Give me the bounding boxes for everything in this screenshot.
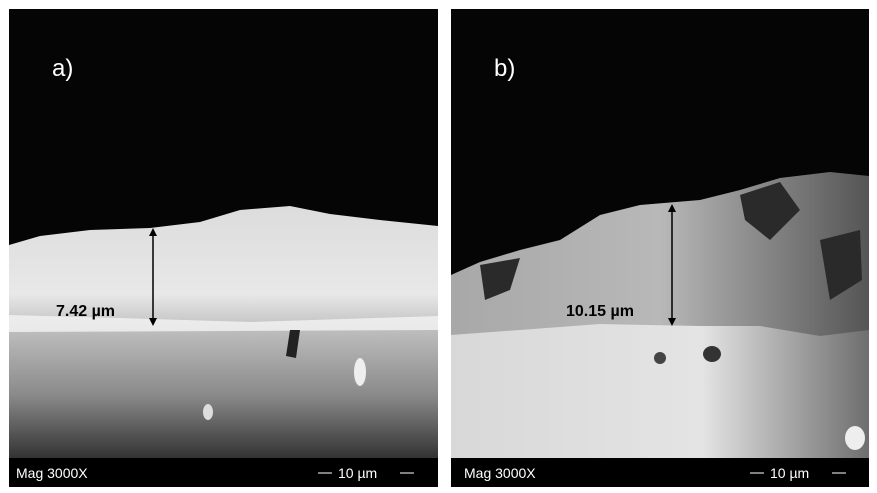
- magnification: Mag 3000X: [464, 465, 536, 481]
- panel-b: b) 10.15 µm Mag 3000X 10 µm: [451, 9, 869, 487]
- particle: [654, 352, 666, 364]
- particle: [203, 404, 213, 420]
- figure: a) 7.42 µm Mag 3000X 10 µm b) 10.15 µm M…: [0, 0, 877, 493]
- particle: [354, 358, 366, 386]
- measurement: 10.15 µm: [566, 303, 634, 320]
- panel-label: a): [52, 55, 73, 82]
- coating-layer: [9, 206, 438, 458]
- page: {"panels": [ {"label": "a)", "measuremen…: [0, 0, 877, 493]
- substrate-layer: [451, 320, 869, 458]
- particle: [845, 426, 865, 450]
- magnification: Mag 3000X: [16, 465, 88, 481]
- scale-bar-label: 10 µm: [338, 465, 377, 481]
- scale-bar-label: 10 µm: [770, 465, 809, 481]
- measurement: 7.42 µm: [56, 303, 115, 320]
- panel-label: b): [494, 55, 515, 82]
- panel-a: a) 7.42 µm Mag 3000X 10 µm: [9, 9, 438, 487]
- particle: [703, 346, 721, 362]
